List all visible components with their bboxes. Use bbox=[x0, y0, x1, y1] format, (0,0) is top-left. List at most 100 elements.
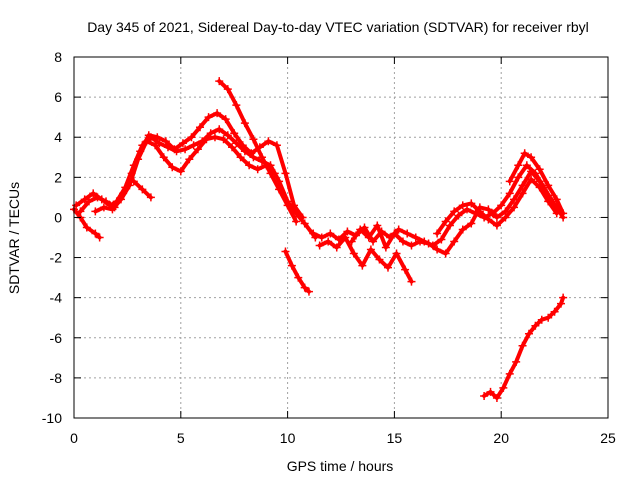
data-point bbox=[360, 223, 369, 232]
series-trace bbox=[507, 151, 566, 216]
x-tick-label: 0 bbox=[70, 430, 78, 446]
data-point bbox=[210, 133, 219, 142]
y-tick-label: 6 bbox=[54, 89, 62, 105]
series-arc-i bbox=[315, 233, 416, 286]
data-point bbox=[559, 209, 568, 218]
x-tick-label: 10 bbox=[280, 430, 296, 446]
data-point bbox=[373, 221, 382, 230]
data-point bbox=[144, 131, 153, 140]
data-point bbox=[95, 233, 104, 242]
data-point bbox=[153, 133, 162, 142]
series-trace bbox=[317, 235, 414, 284]
data-point bbox=[202, 135, 211, 144]
data-point bbox=[146, 193, 155, 202]
data-point bbox=[223, 85, 232, 94]
data-point bbox=[257, 153, 266, 162]
data-point bbox=[407, 277, 416, 286]
data-point bbox=[187, 133, 196, 142]
data-point bbox=[347, 237, 356, 246]
data-point bbox=[486, 387, 495, 396]
data-point bbox=[510, 203, 519, 212]
series-arc-m bbox=[480, 293, 568, 402]
data-point bbox=[272, 141, 281, 150]
data-point bbox=[270, 169, 279, 178]
series-trace bbox=[217, 79, 299, 224]
data-point bbox=[82, 223, 91, 232]
data-point bbox=[287, 261, 296, 270]
y-tick-label: -2 bbox=[50, 250, 63, 266]
data-point bbox=[458, 201, 467, 210]
data-point bbox=[390, 229, 399, 238]
data-point bbox=[206, 129, 215, 138]
data-point bbox=[341, 233, 350, 242]
data-point bbox=[544, 313, 553, 322]
data-point bbox=[467, 199, 476, 208]
data-point bbox=[221, 115, 230, 124]
data-point bbox=[437, 235, 446, 244]
data-point bbox=[394, 225, 403, 234]
data-point bbox=[467, 219, 476, 228]
data-point bbox=[407, 241, 416, 250]
data-point bbox=[151, 141, 160, 150]
grid-lines bbox=[74, 57, 608, 418]
data-point bbox=[317, 233, 326, 242]
data-point bbox=[168, 163, 177, 172]
data-point bbox=[544, 181, 553, 190]
data-point bbox=[93, 193, 102, 202]
data-point bbox=[159, 153, 168, 162]
y-tick-label: 0 bbox=[54, 209, 62, 225]
data-point bbox=[375, 255, 384, 264]
data-point bbox=[215, 125, 224, 134]
data-point bbox=[215, 77, 224, 86]
data-point bbox=[484, 215, 493, 224]
data-point bbox=[527, 167, 536, 176]
data-point bbox=[401, 265, 410, 274]
series-arc-g bbox=[281, 247, 313, 296]
data-point bbox=[176, 167, 185, 176]
data-point bbox=[298, 213, 307, 222]
data-point bbox=[480, 391, 489, 400]
x-tick-label: 25 bbox=[600, 430, 616, 446]
data-point bbox=[514, 173, 523, 182]
chart-title: Day 345 of 2021, Sidereal Day-to-day VTE… bbox=[87, 19, 589, 35]
data-point bbox=[499, 383, 508, 392]
data-point bbox=[238, 141, 247, 150]
data-point bbox=[424, 239, 433, 248]
data-point bbox=[416, 237, 425, 246]
data-point bbox=[392, 249, 401, 258]
series-arc-c bbox=[215, 77, 301, 226]
data-point bbox=[492, 221, 501, 230]
data-point bbox=[366, 245, 375, 254]
data-point bbox=[527, 153, 536, 162]
data-point bbox=[445, 221, 454, 230]
data-point bbox=[264, 137, 273, 146]
data-point bbox=[91, 229, 100, 238]
data-point bbox=[102, 197, 111, 206]
data-point bbox=[514, 161, 523, 170]
data-point bbox=[518, 341, 527, 350]
data-point bbox=[223, 131, 232, 140]
y-axis-title: SDTVAR / TECUs bbox=[6, 182, 22, 294]
data-point bbox=[463, 205, 472, 214]
data-point bbox=[304, 287, 313, 296]
data-point bbox=[170, 145, 179, 154]
data-series bbox=[70, 77, 568, 402]
data-point bbox=[315, 241, 324, 250]
series-arc-l bbox=[505, 149, 568, 218]
data-point bbox=[381, 243, 390, 252]
data-point bbox=[236, 153, 245, 162]
data-point bbox=[275, 185, 284, 194]
data-point bbox=[249, 135, 258, 144]
data-point bbox=[356, 225, 365, 234]
data-point bbox=[181, 145, 190, 154]
data-point bbox=[185, 155, 194, 164]
data-point bbox=[501, 213, 510, 222]
data-point bbox=[116, 195, 125, 204]
data-point bbox=[249, 153, 258, 162]
data-point bbox=[108, 205, 117, 214]
data-point bbox=[161, 137, 170, 146]
data-point bbox=[358, 261, 367, 270]
data-point bbox=[505, 177, 514, 186]
